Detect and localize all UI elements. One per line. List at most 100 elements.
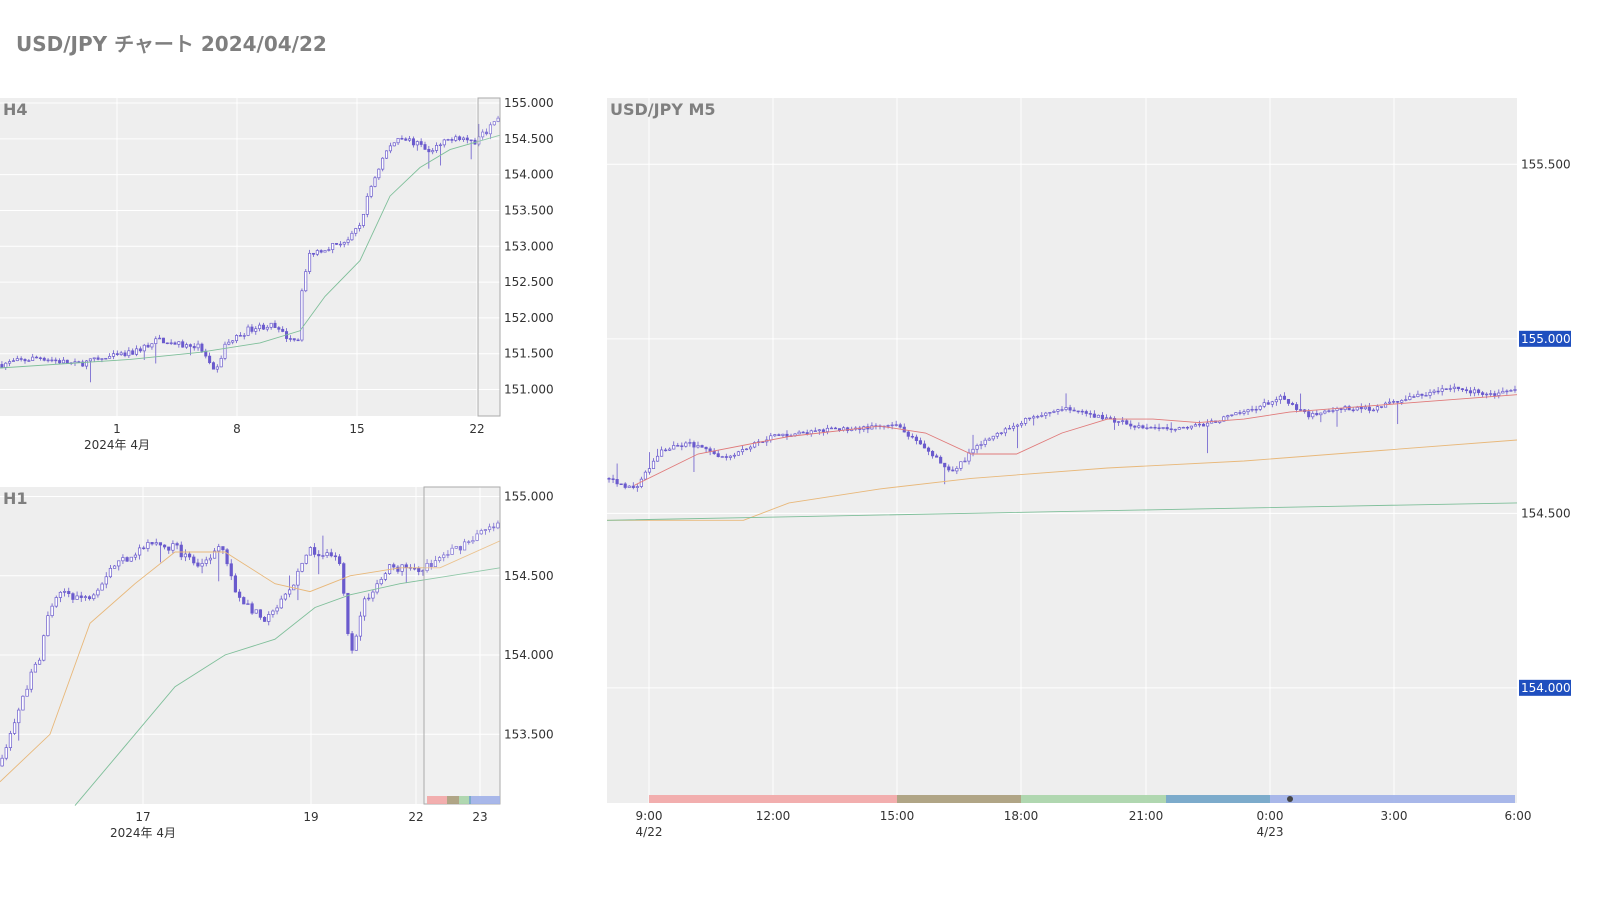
m5-candle-body bbox=[1400, 400, 1404, 403]
m5-candle-body bbox=[1388, 401, 1392, 404]
h4-y-tick-label: 151.000 bbox=[504, 383, 554, 397]
h1-x-tick-label: 17 bbox=[135, 810, 150, 824]
h4-candle-body bbox=[308, 252, 312, 272]
m5-candle-body bbox=[951, 469, 955, 472]
h4-candle-body bbox=[146, 344, 150, 348]
h4-candle-body bbox=[0, 364, 4, 368]
h1-candle-body bbox=[92, 594, 96, 600]
h1-y-tick-label: 155.000 bbox=[504, 490, 554, 504]
m5-session-segment bbox=[1270, 795, 1515, 803]
m5-ma-slow-line bbox=[606, 502, 1518, 521]
h1-candle-body bbox=[71, 593, 75, 600]
h4-candle-body bbox=[327, 249, 331, 251]
h4-candle-body bbox=[469, 139, 473, 142]
h4-candle-body bbox=[496, 117, 500, 122]
m5-candle-body bbox=[1493, 393, 1497, 396]
h1-candle-body bbox=[379, 578, 383, 585]
m5-candle-body bbox=[619, 483, 623, 486]
h1-candle-body bbox=[50, 605, 54, 616]
h4-candle-body bbox=[158, 337, 162, 340]
h4-candle-body bbox=[354, 228, 358, 234]
h4-candle-body bbox=[142, 344, 146, 352]
h4-y-tick-label: 153.500 bbox=[504, 203, 554, 217]
m5-x-tick-label: 6:00 bbox=[1505, 809, 1532, 823]
m5-candle-body bbox=[655, 455, 660, 462]
m5-candle-body bbox=[1319, 412, 1323, 416]
h4-candle-body bbox=[154, 338, 158, 345]
page-title: USD/JPY チャート 2024/04/22 bbox=[16, 32, 327, 56]
h1-candle-body bbox=[171, 543, 175, 551]
h1-candle-body bbox=[375, 583, 379, 593]
h1-candle-body bbox=[229, 563, 233, 577]
m5-candle-body bbox=[829, 427, 834, 430]
m5-candle-body bbox=[1379, 406, 1384, 408]
h4-candle-body bbox=[58, 360, 62, 364]
m5-candle-body bbox=[1270, 401, 1274, 405]
m5-y-tick-label: 155.500 bbox=[1521, 157, 1571, 171]
h4-candle-body bbox=[408, 138, 412, 141]
m5-candle-body bbox=[688, 442, 692, 444]
h4-candle-body bbox=[208, 355, 212, 364]
m5-candle-body bbox=[1145, 427, 1149, 429]
m5-candle-body bbox=[971, 448, 975, 454]
m5-y-tick-label: 154.000 bbox=[1521, 681, 1571, 695]
h4-candle-body bbox=[369, 186, 373, 197]
m5-candle-body bbox=[769, 435, 773, 441]
m5-candle-body bbox=[672, 445, 676, 450]
h1-candle-body bbox=[46, 615, 50, 637]
h4-candle-body bbox=[277, 327, 281, 330]
m5-current-time-marker bbox=[1287, 796, 1293, 802]
m5-candle-body bbox=[1331, 410, 1335, 412]
h1-y-tick-label: 153.500 bbox=[504, 727, 554, 741]
m5-candle-body bbox=[1044, 412, 1048, 416]
h1-candle-body bbox=[37, 659, 42, 665]
m5-candle-body bbox=[651, 460, 656, 469]
h4-candle-body bbox=[481, 131, 485, 138]
m5-candle-body bbox=[890, 424, 894, 427]
m5-candle-body bbox=[631, 485, 635, 488]
h1-candle-body bbox=[258, 609, 263, 618]
m5-candle-body bbox=[1092, 413, 1096, 418]
m5-candle-body bbox=[1262, 402, 1266, 407]
m5-candle-body bbox=[1104, 417, 1109, 420]
h1-candle-body bbox=[87, 596, 92, 600]
h1-candle-body bbox=[396, 566, 400, 572]
m5-candle-body bbox=[1497, 392, 1501, 396]
m5-candle-body bbox=[716, 453, 720, 457]
m5-candle-body bbox=[724, 456, 728, 458]
h1-candle-body bbox=[117, 560, 121, 567]
h1-candle-body bbox=[12, 722, 17, 734]
h1-candle-body bbox=[75, 595, 79, 600]
m5-price-level-badge bbox=[1519, 679, 1571, 696]
h4-candle-body bbox=[19, 358, 23, 360]
m5-candle-body bbox=[837, 428, 842, 431]
m5-candle-body bbox=[1056, 409, 1060, 412]
m5-candle-body bbox=[1363, 406, 1367, 410]
h4-candle-body bbox=[169, 342, 173, 344]
h4-candle-body bbox=[88, 358, 92, 362]
m5-candle-body bbox=[1201, 423, 1206, 427]
h1-candle-body bbox=[62, 591, 67, 593]
m5-candle-body bbox=[1355, 406, 1359, 411]
m5-candle-body bbox=[753, 442, 757, 448]
h4-ma-slow-line bbox=[0, 134, 501, 369]
m5-candle-body bbox=[660, 449, 664, 457]
m5-candle-body bbox=[797, 431, 801, 435]
m5-candle-body bbox=[817, 429, 821, 432]
h1-candle-body bbox=[233, 575, 238, 593]
h4-candle-body bbox=[223, 343, 227, 359]
m5-candle-body bbox=[1452, 386, 1456, 389]
h1-candle-body bbox=[162, 544, 167, 548]
m5-candle-body bbox=[607, 478, 611, 480]
h4-candle-body bbox=[404, 138, 408, 141]
m5-candle-body bbox=[991, 435, 995, 440]
m5-candle-body bbox=[926, 447, 931, 452]
m5-candle-body bbox=[1286, 399, 1291, 404]
h1-candle-body bbox=[204, 559, 208, 564]
h1-session-segment bbox=[447, 796, 459, 804]
m5-x-tick-label: 9:00 bbox=[636, 809, 663, 823]
h4-candle-body bbox=[323, 250, 327, 253]
h4-x-tick-label: 1 bbox=[113, 422, 121, 436]
m5-session-segment bbox=[1021, 795, 1166, 803]
m5-candle-body bbox=[1084, 411, 1088, 414]
